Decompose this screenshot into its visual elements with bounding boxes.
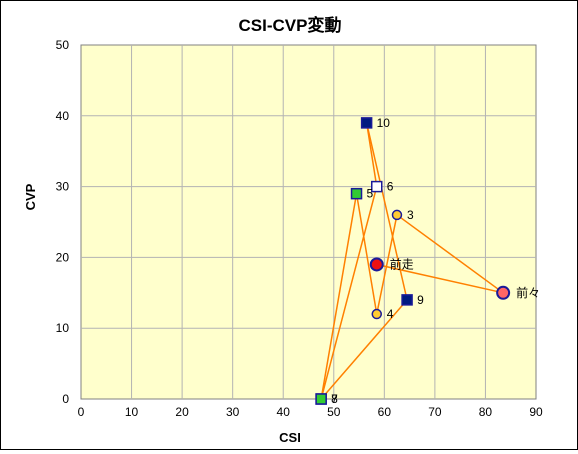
- point-4-marker: [371, 308, 382, 320]
- point-7-label: 7: [331, 392, 338, 406]
- connector-line: [320, 299, 408, 400]
- y-tick-label: 50: [56, 38, 70, 52]
- x-tick-label: 30: [226, 405, 240, 419]
- connecting-lines: [320, 122, 504, 400]
- point-6-label: 6: [387, 180, 394, 194]
- point-3-label: 3: [407, 208, 414, 222]
- connector-line: [320, 186, 378, 400]
- point-3-marker: [391, 209, 403, 221]
- point-4-label: 4: [387, 307, 394, 321]
- point-前々-label: 前々: [516, 285, 540, 300]
- x-tick-label: 90: [529, 405, 543, 419]
- data-points: [315, 117, 511, 405]
- x-tick-label: 50: [327, 405, 341, 419]
- point-6-marker: [371, 180, 383, 193]
- x-axis-title: CSI: [279, 430, 301, 445]
- point-8-marker: [315, 393, 327, 405]
- point-前走-label: 前走: [390, 256, 414, 271]
- y-axis-title: CVP: [23, 183, 38, 210]
- plot-area: [80, 44, 537, 400]
- x-tick-label: 10: [125, 405, 139, 419]
- x-tick-label: 40: [277, 405, 291, 419]
- connector-line: [365, 122, 408, 301]
- chart-title: CSI-CVP変動: [239, 15, 342, 35]
- point-10-label: 10: [377, 116, 391, 130]
- point-5-label: 5: [367, 187, 374, 201]
- x-tick-label: 20: [175, 405, 189, 419]
- point-8-label: 8: [331, 392, 338, 406]
- connector-line: [376, 263, 504, 294]
- x-tick-label: 70: [428, 405, 442, 419]
- connector-line: [376, 214, 398, 315]
- x-tick-label: 80: [479, 405, 493, 419]
- point-10-marker: [360, 117, 373, 129]
- point-5-marker: [350, 187, 363, 200]
- connector-line: [365, 122, 378, 187]
- point-前走-marker: [369, 257, 384, 272]
- y-tick-label: 0: [62, 392, 69, 406]
- x-tick-label: 60: [378, 405, 392, 419]
- grid: [81, 45, 536, 399]
- point-9-label: 9: [417, 293, 424, 307]
- connector-line: [320, 193, 358, 400]
- y-tick-label: 40: [56, 109, 70, 123]
- point-前々-marker: [496, 285, 511, 300]
- y-tick-label: 10: [56, 321, 70, 335]
- point-9-marker: [401, 294, 413, 306]
- connector-line: [355, 193, 378, 315]
- y-tick-label: 20: [56, 250, 70, 264]
- connector-line: [396, 214, 504, 294]
- x-tick-label: 0: [78, 405, 85, 419]
- y-tick-label: 30: [56, 180, 70, 194]
- tick-labels: 0 10 20 30 40 50 60 70 80 90 0 10 20 30 40 50: [56, 38, 543, 419]
